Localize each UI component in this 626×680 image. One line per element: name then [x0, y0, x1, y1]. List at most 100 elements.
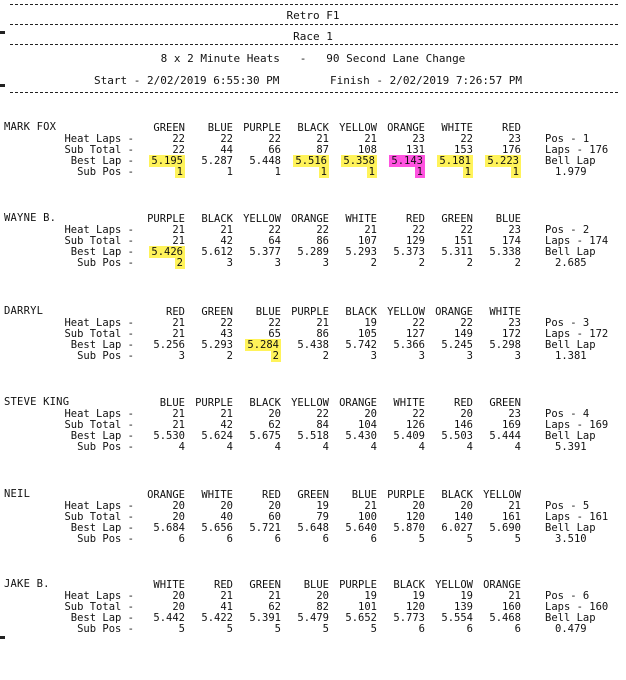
cell-value: YELLOW — [339, 122, 377, 134]
lane-color-label: WHITE — [185, 489, 233, 501]
cell-value: 22 — [316, 408, 329, 420]
start-time: Start - 2/02/2019 6:55:30 PM — [94, 74, 280, 87]
table-cell: 5.293 — [329, 246, 377, 258]
cell-value: BLUE — [495, 213, 521, 225]
table-cell: 20 — [377, 500, 425, 512]
table-cell: 1 — [473, 166, 521, 178]
table-cell: 42 — [185, 419, 233, 431]
driver-name: DARRYL — [4, 305, 44, 317]
bell-lap-value: 5.391 — [555, 441, 587, 453]
cell-value: 5.624 — [201, 430, 233, 442]
cell-value: 5.298 — [489, 339, 521, 351]
lane-header: BLUE PURPLE BLACK YELLOW ORANGE WHITE RED GREEN — [0, 397, 626, 409]
table-cell: 23 — [473, 408, 521, 420]
lane-color-label: PURPLE — [233, 122, 281, 134]
lane-color-label: BLACK — [377, 579, 425, 591]
table-cell: 2 — [233, 350, 281, 362]
table-cell: 5 — [185, 623, 233, 635]
table-cell: 44 — [185, 144, 233, 156]
table-cell: 107 — [329, 235, 377, 247]
table-cell: 172 — [473, 328, 521, 340]
row-label: Sub Pos - — [77, 166, 134, 178]
table-cell: 5.648 — [281, 522, 329, 534]
row-label: Heat Laps - — [64, 500, 134, 512]
cell-value: 19 — [316, 500, 329, 512]
cell-value: 5.223 — [485, 155, 521, 167]
cell-value: 5 — [418, 533, 425, 545]
table-cell: 3 — [137, 350, 185, 362]
cell-value: 5.690 — [489, 522, 521, 534]
best-lap-row: Best Lap - 5.530 5.624 5.675 5.518 5.430 5.409… — [0, 430, 626, 442]
table-cell: 21 — [185, 408, 233, 420]
table-cell: 22 — [425, 317, 473, 329]
cell-value: 62 — [268, 601, 281, 613]
sub-total-row: Sub Total - 20 40 60 79 100 120 140 161 Laps - 16… — [0, 511, 626, 523]
table-cell: 60 — [233, 511, 281, 523]
table-cell: 5 — [233, 623, 281, 635]
cell-value: RED — [262, 489, 281, 501]
cell-value: 5.409 — [393, 430, 425, 442]
cell-value: RED — [406, 213, 425, 225]
table-cell: 5.448 — [233, 155, 281, 167]
table-cell: 19 — [281, 500, 329, 512]
sub-total-row: Sub Total - 21 43 65 86 105 127 149 172 Laps - 17… — [0, 328, 626, 340]
cell-value: 22 — [412, 317, 425, 329]
table-cell: 5.426 — [137, 246, 185, 258]
lane-color-label: WHITE — [329, 213, 377, 225]
bell-lap-value: 3.510 — [555, 533, 587, 545]
table-cell: 1 — [425, 166, 473, 178]
cell-value: 5 — [274, 623, 281, 635]
cell-value: 1 — [226, 166, 233, 178]
table-cell: 5.287 — [185, 155, 233, 167]
lane-color-label: WHITE — [425, 122, 473, 134]
cell-value: 161 — [502, 511, 521, 523]
cell-value: 5.684 — [153, 522, 185, 534]
cell-value: 21 — [172, 419, 185, 431]
cell-value: 22 — [412, 224, 425, 236]
lane-color-label: RED — [233, 489, 281, 501]
laps-value: Laps - 169 — [545, 419, 609, 431]
table-cell: 22 — [377, 317, 425, 329]
cell-value: 6 — [178, 533, 185, 545]
cell-value: 5.245 — [441, 339, 473, 351]
cell-value: 44 — [220, 144, 233, 156]
table-cell: 153 — [425, 144, 473, 156]
cell-value: 22 — [172, 144, 185, 156]
row-label: Best Lap - — [70, 612, 134, 624]
table-cell: 5.256 — [137, 339, 185, 351]
cell-value: 23 — [412, 133, 425, 145]
sub-total-row: Sub Total - 21 42 64 86 107 129 151 174 Laps - 17… — [0, 235, 626, 247]
cell-value: 5.338 — [489, 246, 521, 258]
cell-value: 2 — [226, 350, 233, 362]
table-cell: 5.430 — [329, 430, 377, 442]
cell-value: 20 — [268, 500, 281, 512]
cell-value: PURPLE — [339, 579, 377, 591]
cell-value: 108 — [358, 144, 377, 156]
cell-value: 6 — [226, 533, 233, 545]
cell-value: 19 — [364, 317, 377, 329]
heat-laps-row: Heat Laps - 21 21 20 22 20 22 20 23 Pos - 4 — [0, 408, 626, 420]
table-cell: 22 — [281, 224, 329, 236]
lane-color-label: PURPLE — [281, 306, 329, 318]
cell-value: 1 — [510, 166, 521, 178]
table-cell: 2 — [425, 257, 473, 269]
cell-value: BLUE — [207, 122, 233, 134]
cell-value: 4 — [178, 441, 185, 453]
cell-value: 169 — [502, 419, 521, 431]
driver-name: JAKE B. — [4, 578, 50, 590]
cell-value: 149 — [454, 328, 473, 340]
table-cell: 23 — [377, 133, 425, 145]
best-lap-row: Best Lap - 5.256 5.293 5.284 5.438 5.742 5.366… — [0, 339, 626, 351]
cell-value: 5.256 — [153, 339, 185, 351]
table-cell: 20 — [137, 590, 185, 602]
cell-value: 22 — [268, 133, 281, 145]
row-label: Heat Laps - — [64, 224, 134, 236]
cell-value: 2 — [174, 257, 185, 269]
table-cell: 22 — [233, 133, 281, 145]
row-label: Sub Total - — [64, 235, 134, 247]
cell-value: 5.444 — [489, 430, 521, 442]
table-cell: 4 — [329, 441, 377, 453]
table-cell: 21 — [137, 235, 185, 247]
cell-value: 22 — [460, 317, 473, 329]
cell-value: 21 — [364, 500, 377, 512]
